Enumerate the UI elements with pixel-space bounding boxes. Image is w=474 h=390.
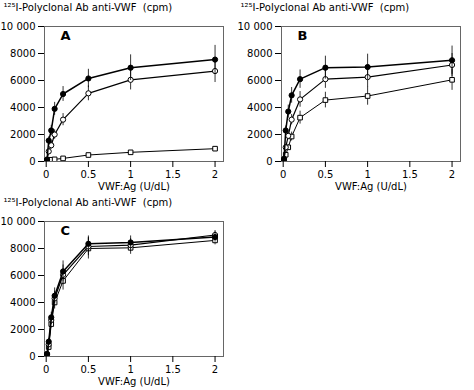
svg-text:2000: 2000 [10, 324, 35, 335]
svg-text:A: A [61, 28, 71, 43]
svg-text:4000: 4000 [247, 102, 272, 113]
svg-text:6000: 6000 [10, 75, 35, 86]
svg-text:1.5: 1.5 [402, 169, 418, 180]
svg-text:8000: 8000 [10, 243, 35, 254]
svg-text:1: 1 [127, 169, 133, 180]
svg-text:0: 0 [29, 156, 35, 167]
svg-text:¹²⁵I-Polyclonal Ab anti-VWF (: ¹²⁵I-Polyclonal Ab anti-VWF (cpm) [241, 2, 410, 13]
svg-text:2: 2 [212, 169, 218, 180]
svg-text:0: 0 [266, 156, 272, 167]
svg-text:VWF:Ag (U/dL): VWF:Ag (U/dL) [335, 181, 407, 192]
svg-text:2: 2 [449, 169, 455, 180]
svg-text:10 000: 10 000 [1, 21, 36, 32]
svg-text:1.5: 1.5 [165, 364, 181, 375]
svg-text:C: C [61, 223, 71, 238]
svg-text:VWF:Ag (U/dL): VWF:Ag (U/dL) [98, 376, 170, 387]
svg-text:1: 1 [364, 169, 370, 180]
svg-text:1.5: 1.5 [165, 169, 181, 180]
svg-text:6000: 6000 [247, 75, 272, 86]
svg-text:¹²⁵I-Polyclonal Ab anti-VWF (: ¹²⁵I-Polyclonal Ab anti-VWF (cpm) [4, 197, 173, 208]
svg-text:0: 0 [29, 351, 35, 362]
svg-text:0: 0 [43, 364, 49, 375]
svg-text:VWF:Ag (U/dL): VWF:Ag (U/dL) [98, 181, 170, 192]
svg-text:2000: 2000 [10, 129, 35, 140]
svg-text:10 000: 10 000 [1, 216, 36, 227]
svg-text:0: 0 [43, 169, 49, 180]
svg-text:0: 0 [280, 169, 286, 180]
svg-text:0.5: 0.5 [317, 169, 333, 180]
svg-text:B: B [298, 28, 308, 43]
svg-text:4000: 4000 [10, 297, 35, 308]
svg-text:4000: 4000 [10, 102, 35, 113]
svg-text:2000: 2000 [247, 129, 272, 140]
svg-text:8000: 8000 [10, 48, 35, 59]
svg-text:8000: 8000 [247, 48, 272, 59]
svg-text:0.5: 0.5 [80, 364, 96, 375]
svg-text:¹²⁵I-Polyclonal Ab anti-VWF (: ¹²⁵I-Polyclonal Ab anti-VWF (cpm) [4, 2, 173, 13]
svg-text:10 000: 10 000 [238, 21, 273, 32]
svg-text:0.5: 0.5 [80, 169, 96, 180]
svg-text:6000: 6000 [10, 270, 35, 281]
svg-text:1: 1 [127, 364, 133, 375]
svg-text:2: 2 [212, 364, 218, 375]
